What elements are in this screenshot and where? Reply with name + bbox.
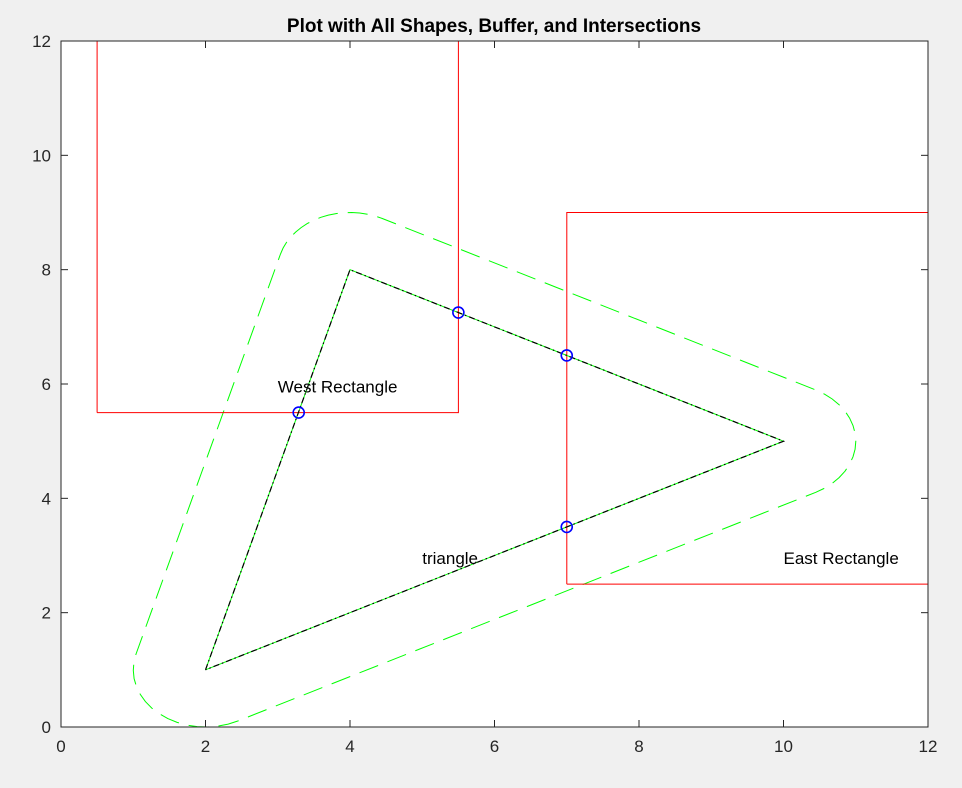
intersection-marker-3 <box>560 349 574 362</box>
triangle-dashdot <box>204 268 786 671</box>
x-tick-label: 10 <box>774 737 793 756</box>
plot-area: West Rectangle triangle East Rectangle <box>96 41 928 727</box>
y-tick-label: 8 <box>42 261 51 280</box>
y-tick-label: 0 <box>42 718 51 737</box>
annotation-2: triangle <box>422 549 478 568</box>
x-tick-label: 4 <box>345 737 354 756</box>
x-tick-label: 2 <box>201 737 210 756</box>
x-tick-label: 8 <box>634 737 643 756</box>
buffer-outline <box>132 211 857 727</box>
y-tick-label: 4 <box>42 489 51 508</box>
east-rectangle <box>566 212 928 585</box>
x-tick-label: 0 <box>56 737 65 756</box>
y-tick-label: 6 <box>42 375 51 394</box>
y-tick-label: 12 <box>32 32 51 51</box>
chart-title: Plot with All Shapes, Buffer, and Inters… <box>287 16 701 37</box>
annotation-1: West Rectangle <box>278 378 398 397</box>
annotation-3: East Rectangle <box>784 549 899 568</box>
x-tick-label: 6 <box>490 737 499 756</box>
intersection-marker-1 <box>292 406 306 419</box>
x-tick-label: 12 <box>919 737 938 756</box>
west-rectangle <box>96 41 459 414</box>
axes-background <box>61 41 928 727</box>
y-tick-label: 10 <box>32 146 51 165</box>
axes: 0 2 4 6 8 10 12 0 2 4 6 8 10 12 <box>32 32 937 756</box>
intersection-marker-4 <box>560 520 574 534</box>
y-tick-label: 2 <box>42 604 51 623</box>
intersection-marker-2 <box>452 306 465 319</box>
